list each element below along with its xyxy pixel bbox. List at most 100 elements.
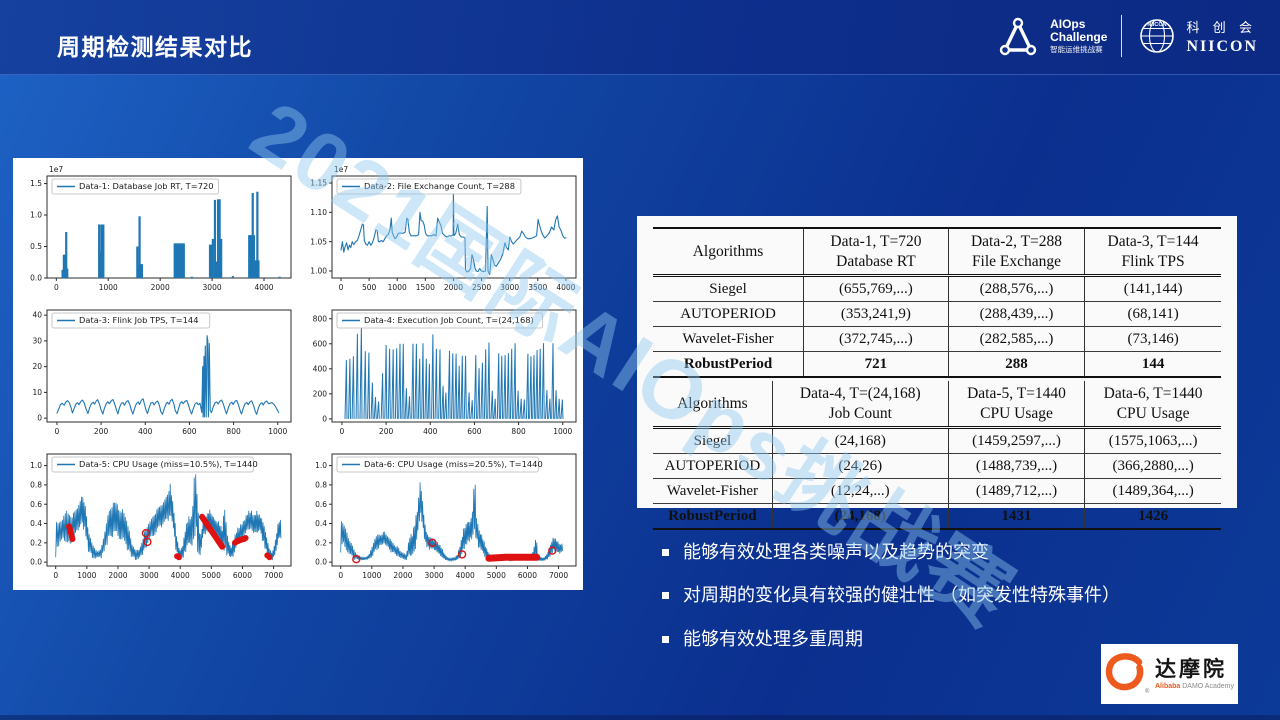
results-table-2: Algorithms Data-4, T=(24,168) Job Count Dat… [653,381,1221,530]
y-tick-label: 0.4 [315,519,327,528]
aiops-title: AIOps [1050,17,1086,32]
y-tick-label: 0.0 [315,558,327,567]
niicon-logo-text: 科 创 会 NIICON [1186,17,1258,56]
svg-text:NIICON: NIICON [1148,22,1167,28]
table-row: Siegel (24,168) (1459,2597,...) (1575,1063,… [653,427,1221,454]
missing-data-marker [175,554,182,561]
x-tick-label: 0 [340,427,345,436]
niicon-cn: 科 创 会 [1186,19,1257,35]
x-tick-label: 4000 [171,571,190,580]
legend-box [51,178,219,195]
table-row: AUTOPERIOD (353,241,9) (288,439,...) (68,14… [653,301,1221,327]
y-tick-label: 20 [32,362,42,371]
bottom-edge-strip [0,715,1280,720]
y-tick-label: 1.5 [30,179,42,188]
chart-legend-label: Data-2: File Exchange Count, T=288 [364,181,515,191]
table-cell: (68,141) [1084,301,1221,327]
missing-data-marker [141,528,151,538]
comparison-table-panel: Algorithms Data-1, T=720 Database RT Data-2… [637,216,1237,530]
y-tick-label: 0.0 [30,274,42,283]
x-tick-label: 0 [53,571,58,580]
bar [61,269,64,278]
charts-panel: 0 1000 2000 3000 4000 0.0 0.5 1.0 1.5 1e7 Data-1: … [13,158,583,590]
bar [257,260,260,278]
legend-box [51,312,211,329]
bullet-item: 能够有效处理各类噪声以及趋势的突变 [660,541,1225,564]
table-header-col: Data-2, T=288 File Exchange [948,227,1086,277]
noisy-series [55,474,282,561]
bullet-text: 对周期的变化具有较强的健壮性 （如突发性特殊事件） [683,585,1120,606]
table-cell: 1426 [1084,503,1221,530]
line-series [340,191,567,276]
spike-series [344,325,564,419]
niicon-globe-icon: NIICON [1140,19,1175,53]
x-tick-label: 800 [226,427,241,436]
y-tick-label: 1.00 [310,267,327,276]
bar [249,235,252,278]
x-tick-label: 4000 [254,283,273,292]
table-cell: (1489,364,...) [1084,478,1221,504]
logo-divider [1121,15,1123,57]
bullet-text: 能够有效处理多重周期 [683,628,863,649]
x-tick-label: 1000 [388,283,407,292]
chart-legend-label: Data-1: Database Job RT, T=720 [79,181,214,191]
bar [251,193,254,278]
axis-offset-text: 1e7 [334,165,348,174]
missing-data-marker [69,536,76,542]
missing-data-marker [143,537,152,547]
y-tick-label: 1.0 [315,461,327,470]
bar [178,243,182,278]
x-tick-label: 400 [423,427,438,436]
bar [250,235,253,278]
chart-legend-label: Data-5: CPU Usage (miss=10.5%), T=1440 [79,459,258,469]
x-tick-label: 3000 [140,571,159,580]
x-tick-label: 600 [467,427,482,436]
table-cell: (24,168) [772,427,949,454]
bar [174,243,178,278]
aiops-tagline: 智能运维挑战赛 [1050,44,1103,54]
table-header-row: Algorithms Data-1, T=720 Database RT Data-2… [653,227,1221,277]
x-tick-label: 5000 [202,571,221,580]
y-tick-label: 0.4 [30,519,42,528]
algorithm-name: AUTOPERIOD [653,453,773,479]
table-cell: (24,168) [772,503,949,530]
x-tick-label: 0 [338,571,343,580]
algorithm-name: Siegel [653,427,773,454]
y-tick-label: 0.6 [30,500,42,509]
table-cell: (282,585,...) [948,326,1086,352]
table-row: AUTOPERIOD (24,26) (1488,739,...) (366,2880… [653,453,1221,479]
x-tick-label: 1000 [268,427,287,436]
missing-data-marker [266,554,273,561]
algorithm-name: AUTOPERIOD [653,301,805,327]
bar [99,251,102,278]
chart-legend-label: Data-3: Flink Job TPS, T=144 [79,315,199,325]
y-tick-label: 0.8 [30,480,42,489]
missing-data-marker [242,535,249,541]
bar [173,243,176,278]
table-cell: 721 [803,351,949,378]
table-cell: (1488,739,...) [948,453,1086,479]
missing-data-marker [352,554,361,564]
bar [136,246,139,278]
chart-data-3-flink-job-tps: 0 200 400 600 800 1000 0 10 20 30 40 Data-3: Flink … [32,309,292,436]
y-tick-label: 0.2 [30,538,42,547]
bar [278,276,281,278]
chart-data-1-database-job-rt: 0 1000 2000 3000 4000 0.0 0.5 1.0 1.5 1e7 Data-1: … [30,165,292,292]
damo-en-academy: DAMO Academy [1180,682,1234,690]
x-tick-label: 4000 [556,283,575,292]
chart-legend-label: Data-4: Execution Job Count, T=(24,168) [364,315,534,325]
x-tick-label: 800 [511,427,526,436]
x-tick-label: 1500 [416,283,435,292]
bar [63,254,67,278]
table-row: RobustPeriod (24,168) 1431 1426 [653,503,1221,530]
x-tick-label: 6000 [233,571,252,580]
x-tick-label: 200 [379,427,394,436]
bar [213,199,217,278]
bar [182,243,185,278]
y-tick-label: 30 [32,336,42,345]
bullet-square-icon [662,635,669,643]
x-tick-label: 1000 [77,571,96,580]
y-tick-label: 200 [313,389,328,398]
bar [139,264,142,278]
